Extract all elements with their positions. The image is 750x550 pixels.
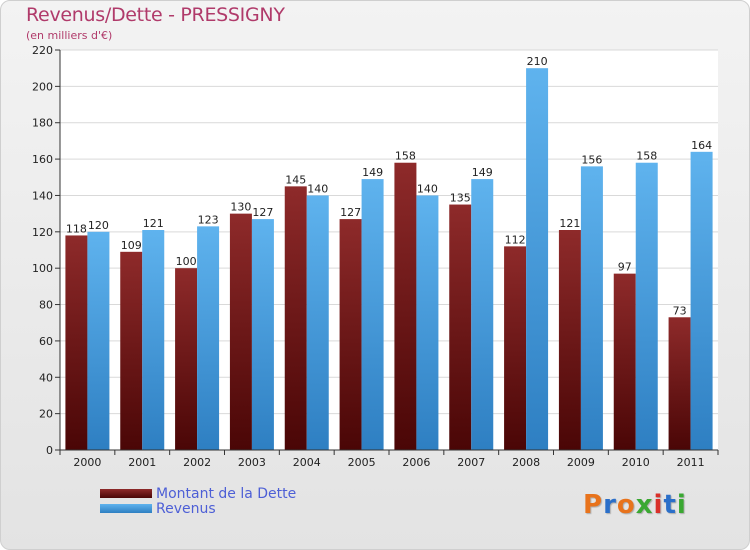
legend-swatch-debt bbox=[100, 489, 152, 498]
data-label-debt: 118 bbox=[66, 222, 87, 235]
legend-item-debt: Montant de la Dette bbox=[100, 485, 297, 502]
bar-revenue bbox=[690, 151, 713, 450]
proxiti-logo: Proxiti bbox=[583, 490, 687, 520]
legend-label-debt: Montant de la Dette bbox=[156, 485, 297, 502]
chart-subtitle: (en milliers d'€) bbox=[26, 29, 113, 42]
x-tick-label: 2011 bbox=[677, 456, 705, 469]
data-label-debt: 100 bbox=[176, 255, 197, 268]
data-label-revenue: 158 bbox=[636, 150, 657, 163]
bar-debt bbox=[504, 246, 527, 450]
data-label-revenue: 121 bbox=[143, 217, 164, 230]
y-tick-label: 120 bbox=[32, 226, 53, 239]
legend-swatch-revenue bbox=[100, 504, 152, 513]
bar-revenue bbox=[635, 162, 658, 450]
data-label-debt: 73 bbox=[673, 304, 687, 317]
data-label-revenue: 140 bbox=[307, 182, 328, 195]
data-label-debt: 127 bbox=[340, 206, 361, 219]
bar-revenue bbox=[251, 219, 274, 450]
bar-debt bbox=[558, 230, 581, 450]
bar-revenue bbox=[416, 195, 439, 450]
bar-revenue bbox=[142, 230, 165, 450]
y-tick-label: 140 bbox=[32, 189, 53, 202]
data-label-revenue: 156 bbox=[581, 153, 602, 166]
data-label-debt: 97 bbox=[618, 261, 632, 274]
y-tick-label: 40 bbox=[39, 371, 53, 384]
data-label-debt: 145 bbox=[285, 173, 306, 186]
data-label-debt: 158 bbox=[395, 150, 416, 163]
y-tick-label: 0 bbox=[46, 444, 53, 457]
y-tick-label: 100 bbox=[32, 262, 53, 275]
data-label-revenue: 123 bbox=[198, 213, 219, 226]
data-label-debt: 112 bbox=[505, 233, 526, 246]
bar-debt bbox=[394, 162, 417, 450]
logo-letter: i bbox=[676, 490, 687, 520]
data-label-debt: 130 bbox=[230, 201, 251, 214]
x-tick-label: 2005 bbox=[348, 456, 376, 469]
data-label-revenue: 140 bbox=[417, 182, 438, 195]
bar-revenue bbox=[306, 195, 329, 450]
bar-debt bbox=[229, 213, 252, 450]
x-tick-label: 2008 bbox=[512, 456, 540, 469]
logo-letter: i bbox=[653, 490, 664, 520]
legend-label-revenue: Revenus bbox=[156, 500, 216, 517]
bar-revenue bbox=[87, 231, 110, 450]
data-label-revenue: 127 bbox=[252, 206, 273, 219]
data-label-debt: 135 bbox=[450, 192, 471, 205]
bar-debt bbox=[120, 251, 143, 450]
logo-letter: x bbox=[635, 490, 654, 520]
y-tick-label: 160 bbox=[32, 153, 53, 166]
bar-debt bbox=[613, 273, 636, 450]
x-tick-label: 2010 bbox=[622, 456, 650, 469]
data-label-revenue: 149 bbox=[472, 166, 493, 179]
bar-debt bbox=[65, 235, 88, 450]
x-tick-label: 2003 bbox=[238, 456, 266, 469]
legend: Montant de la Dette Revenus bbox=[100, 485, 297, 517]
x-tick-label: 2001 bbox=[128, 456, 156, 469]
legend-item-revenue: Revenus bbox=[100, 500, 296, 517]
x-tick-label: 2004 bbox=[293, 456, 321, 469]
x-tick-label: 2002 bbox=[183, 456, 211, 469]
data-label-debt: 121 bbox=[559, 217, 580, 230]
bar-debt bbox=[449, 204, 472, 450]
y-tick-label: 200 bbox=[32, 80, 53, 93]
bar-debt bbox=[284, 186, 307, 450]
logo-letter: P bbox=[583, 490, 604, 520]
data-label-revenue: 120 bbox=[88, 219, 109, 232]
y-tick-label: 180 bbox=[32, 117, 53, 130]
x-tick-label: 2006 bbox=[402, 456, 430, 469]
bar-revenue bbox=[471, 179, 494, 450]
bar-debt bbox=[175, 268, 198, 450]
chart-title: Revenus/Dette - PRESSIGNY bbox=[26, 4, 285, 26]
logo-letter: r bbox=[603, 490, 617, 520]
logo-letter: t bbox=[663, 490, 677, 520]
bar-revenue bbox=[580, 166, 603, 450]
x-tick-label: 2000 bbox=[73, 456, 101, 469]
x-tick-label: 2007 bbox=[457, 456, 485, 469]
plot-area bbox=[60, 50, 718, 450]
data-label-revenue: 210 bbox=[527, 55, 548, 68]
data-label-debt: 109 bbox=[121, 239, 142, 252]
y-tick-label: 220 bbox=[32, 44, 53, 57]
bar-debt bbox=[339, 219, 362, 450]
y-tick-label: 60 bbox=[39, 335, 53, 348]
y-tick-label: 20 bbox=[39, 408, 53, 421]
bar-debt bbox=[668, 317, 691, 450]
data-label-revenue: 164 bbox=[691, 139, 712, 152]
bar-revenue bbox=[197, 226, 220, 450]
y-tick-label: 80 bbox=[39, 299, 53, 312]
bar-revenue bbox=[526, 68, 549, 450]
bar-revenue bbox=[361, 179, 384, 450]
logo-letter: o bbox=[616, 490, 636, 520]
data-label-revenue: 149 bbox=[362, 166, 383, 179]
x-tick-label: 2009 bbox=[567, 456, 595, 469]
